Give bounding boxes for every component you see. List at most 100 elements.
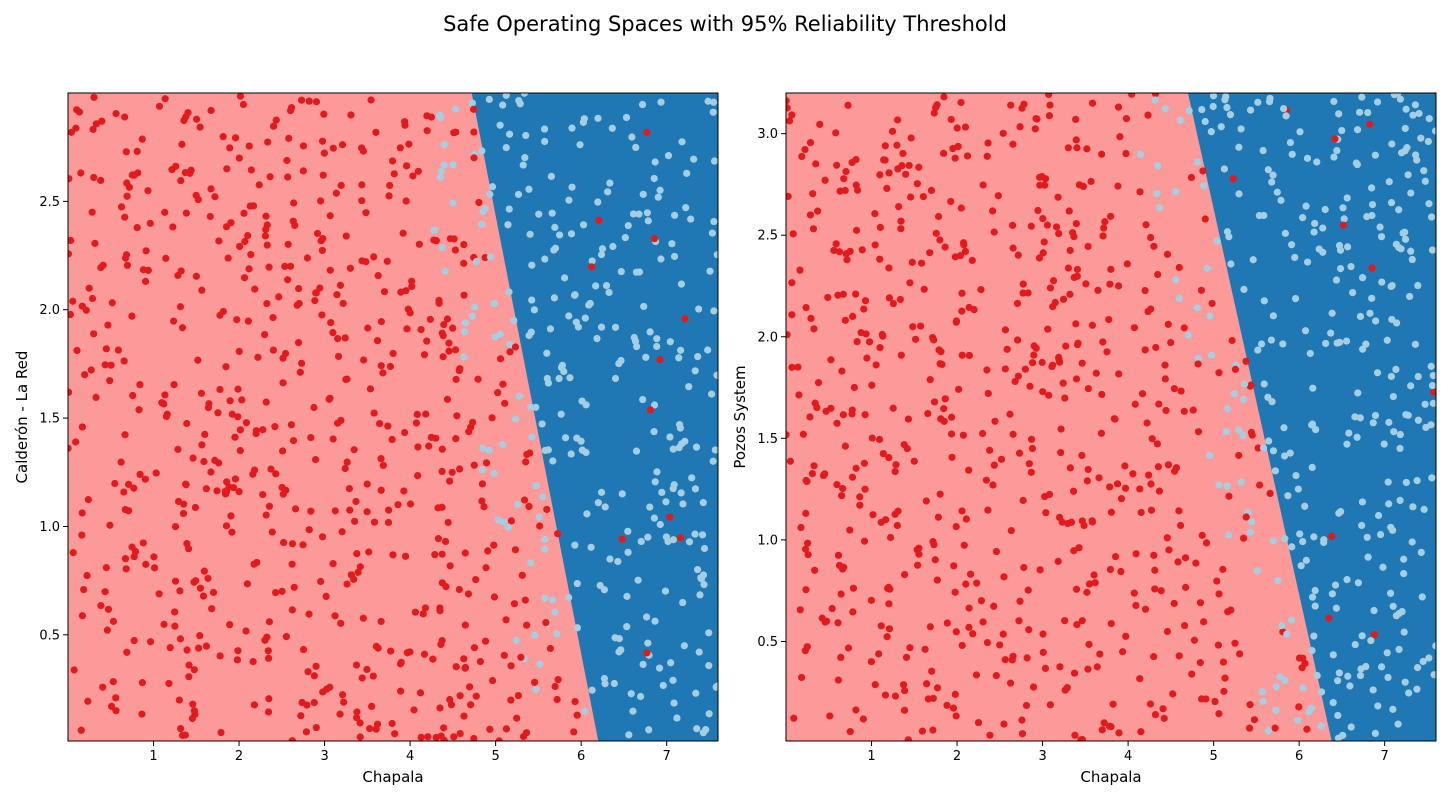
y-axis-label: Pozos System [731,365,749,468]
unsafe-point [1146,700,1155,708]
unsafe-point [1163,250,1172,258]
unsafe-point [1090,571,1098,579]
unsafe-point [403,162,411,170]
safe-point [1334,677,1342,685]
unsafe-point [1066,464,1074,472]
unsafe-point [397,658,405,666]
safe-point [1356,312,1365,321]
safe-point [1329,651,1337,659]
unsafe-point [334,352,343,361]
unsafe-point [197,389,206,397]
unsafe-point [490,593,499,601]
unsafe-point [484,547,492,555]
unsafe-point [1219,658,1228,666]
safe-point [1372,317,1380,325]
unsafe-point [994,192,1002,200]
unsafe-point [943,701,951,709]
unsafe-point [249,658,257,666]
unsafe-point [1141,346,1149,354]
safe-point [1221,96,1229,104]
unsafe-point [932,229,940,237]
unsafe-point [842,167,850,176]
safe-point [1404,171,1412,179]
unsafe-point [182,480,190,488]
unsafe-point [263,241,271,249]
unsafe-point [384,518,393,527]
unsafe-point [1094,286,1102,294]
unsafe-point [112,694,120,702]
safe-point [651,478,659,486]
safe-point [1339,204,1347,212]
unsafe-point [832,240,840,248]
unsafe-point [1088,517,1096,525]
unsafe-point [88,294,97,303]
unsafe-point [1034,206,1042,215]
unsafe-point [413,410,421,419]
safe-point [1351,640,1359,649]
safe-point [624,548,632,556]
unsafe-point [786,331,791,339]
safe-point [1333,339,1341,347]
unsafe-point [1160,714,1168,722]
safe-point [1291,294,1300,303]
safe-point [511,415,520,423]
unsafe-point [229,484,238,492]
safe-point [1258,687,1266,696]
unsafe-point [1214,641,1223,649]
unsafe-point [1084,465,1092,474]
safe-point [527,328,535,336]
unsafe-point [77,726,85,734]
unsafe-point [650,235,659,243]
safe-point [1370,606,1378,615]
unsafe-point [141,475,149,483]
unsafe-point [536,522,544,530]
unsafe-point [808,470,816,478]
unsafe-point [786,457,795,465]
unsafe-point [968,256,976,265]
safe-point [617,267,625,276]
safe-point [1271,467,1279,475]
unsafe-point [1025,626,1033,634]
safe-point [609,242,617,251]
unsafe-point [495,737,503,741]
y-tick-label: 1.5 [757,432,778,447]
safe-point [687,215,695,223]
unsafe-point [1088,99,1097,107]
unsafe-point [880,156,888,164]
unsafe-point [84,495,92,504]
x-tick-label: 5 [1209,749,1217,764]
safe-point [1291,253,1299,262]
unsafe-point [445,339,453,347]
unsafe-point [318,246,326,255]
unsafe-point [1136,188,1144,196]
unsafe-point [941,243,949,251]
safe-point [539,493,547,501]
unsafe-point [1107,619,1115,628]
unsafe-point [144,266,152,274]
unsafe-point [297,712,305,720]
safe-point [570,291,579,299]
unsafe-point [282,632,290,641]
unsafe-point [913,546,921,554]
unsafe-point [370,409,378,417]
unsafe-point [288,737,296,741]
unsafe-point [1192,559,1200,567]
safe-point [1336,246,1345,254]
unsafe-point [334,419,342,427]
safe-point [449,199,457,207]
safe-point [1332,604,1341,612]
unsafe-point [1018,716,1026,724]
unsafe-point [189,700,197,708]
unsafe-point [967,570,975,578]
unsafe-point [166,644,174,652]
unsafe-point [104,321,112,329]
unsafe-point [852,226,861,234]
unsafe-point [1147,480,1155,488]
unsafe-point [482,564,490,572]
unsafe-point [190,578,198,586]
safe-point [629,707,637,715]
unsafe-point [1368,264,1376,272]
safe-point [1420,167,1428,175]
unsafe-point [999,129,1007,137]
unsafe-point [1109,700,1117,708]
